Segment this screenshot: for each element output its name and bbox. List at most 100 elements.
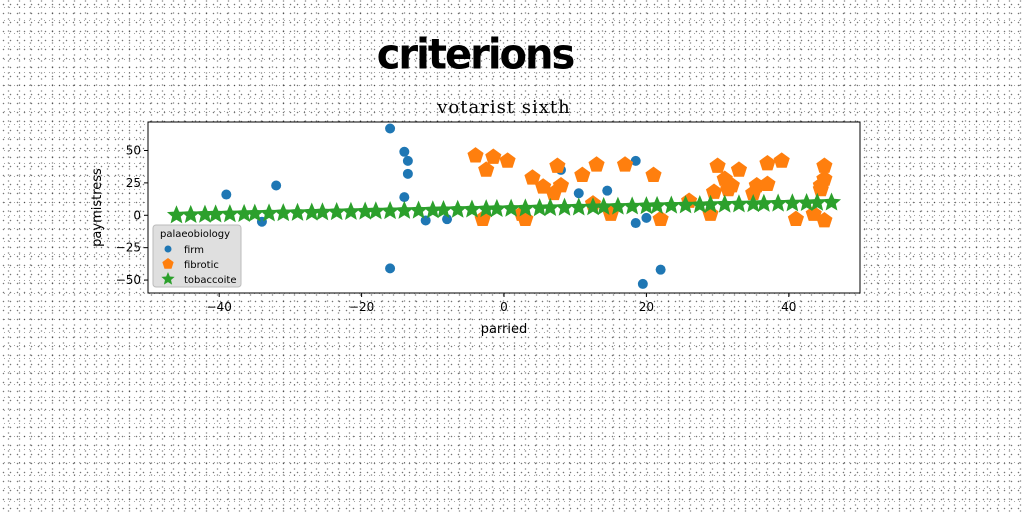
tobaccoite-point <box>433 199 453 219</box>
tobaccoite-point <box>366 201 386 220</box>
legend-label-firm: firm <box>184 245 204 256</box>
fibrotic-point <box>485 148 502 164</box>
fibrotic-point <box>652 210 669 227</box>
legend-label-fibrotic: fibrotic <box>184 260 219 271</box>
firm-point <box>442 214 453 225</box>
tobaccoite-point <box>743 194 763 213</box>
fibrotic-point <box>524 169 541 185</box>
firm-point <box>637 278 648 289</box>
series-tobaccoite <box>166 192 842 224</box>
tobaccoite-point <box>312 202 332 221</box>
tobaccoite-point <box>245 203 265 222</box>
tobaccoite-point <box>715 194 735 213</box>
y-axis-label: paymistress <box>90 168 105 247</box>
tobaccoite-point <box>166 205 186 224</box>
legend-marker-tobaccoite <box>161 272 175 285</box>
tobaccoite-point <box>476 199 496 218</box>
fibrotic-point <box>645 166 662 182</box>
tobaccoite-point <box>448 199 468 218</box>
fibrotic-point <box>705 183 723 199</box>
legend-box <box>152 224 242 288</box>
x-tick-label: 0 <box>500 300 508 314</box>
firm-point <box>420 215 431 226</box>
y-tick-label: 25 <box>126 176 141 190</box>
tobaccoite-point <box>807 192 827 211</box>
fibrotic-point <box>730 161 748 177</box>
fibrotic-point <box>499 152 516 168</box>
fibrotic-point <box>773 152 790 168</box>
tobaccoite-point <box>754 193 774 212</box>
fibrotic-point <box>474 210 491 227</box>
tobaccoite-point <box>181 204 201 223</box>
fibrotic-point <box>549 157 566 173</box>
tobaccoite-point <box>700 194 720 213</box>
firm-point <box>221 189 232 200</box>
tobaccoite-point <box>690 195 710 214</box>
fibrotic-point <box>709 157 726 173</box>
tobaccoite-point <box>608 196 628 215</box>
tobaccoite-point <box>302 202 322 221</box>
fibrotic-point <box>574 166 591 182</box>
firm-point <box>399 192 410 203</box>
fibrotic-point <box>478 161 495 177</box>
tobaccoite-point <box>206 204 226 223</box>
tobaccoite-point <box>501 198 521 217</box>
firm-point <box>399 146 410 157</box>
y-tick-label: 50 <box>126 144 141 158</box>
tobaccoite-point <box>273 203 293 222</box>
fibrotic-point <box>787 210 804 227</box>
tobaccoite-point <box>530 198 550 217</box>
tobaccoite-point <box>583 197 603 216</box>
firm-point <box>385 123 396 134</box>
tobaccoite-point <box>462 199 482 218</box>
tobaccoite-point <box>636 196 656 215</box>
fibrotic-point <box>723 176 740 193</box>
y-tick-label: −50 <box>116 273 141 287</box>
tobaccoite-point <box>487 198 507 218</box>
tobaccoite-point <box>195 204 215 223</box>
x-tick-label: 40 <box>781 300 796 314</box>
y-tick-label: 0 <box>133 208 141 222</box>
tobaccoite-point <box>569 197 589 216</box>
fibrotic-point <box>759 175 776 192</box>
tobaccoite-point <box>622 196 642 215</box>
axes: −40 −20 0 20 40 −50 −25 0 25 50 <box>116 121 861 314</box>
firm-point <box>271 180 282 191</box>
tobaccoite-point <box>380 201 400 220</box>
y-tick-label: −25 <box>116 241 141 255</box>
fibrotic-point <box>552 176 570 193</box>
data-marks <box>166 123 842 289</box>
page-headline: criterions <box>376 30 576 80</box>
tobaccoite-point <box>768 193 788 212</box>
firm-point <box>602 185 613 196</box>
x-axis-label: parried <box>481 322 528 337</box>
tobaccoite-point <box>234 203 254 222</box>
tobaccoite-point <box>555 197 575 216</box>
tobaccoite-point <box>515 198 535 217</box>
fibrotic-point <box>759 154 776 171</box>
firm-point <box>402 155 413 166</box>
legend-label-tobaccoite: tobaccoite <box>184 275 236 286</box>
chart-title: votarist sixth <box>436 97 571 118</box>
tobaccoite-point <box>797 192 817 212</box>
tobaccoite-point <box>409 200 429 219</box>
x-tick-label: −40 <box>207 300 232 314</box>
tobaccoite-point <box>647 195 667 214</box>
tobaccoite-point <box>676 195 696 214</box>
x-tick-label: 20 <box>639 300 654 314</box>
tobaccoite-point <box>729 194 749 213</box>
firm-point <box>573 188 584 199</box>
fibrotic-point <box>616 156 634 172</box>
tobaccoite-point <box>355 201 375 220</box>
tobaccoite-point <box>394 200 414 219</box>
legend-marker-fibrotic <box>162 258 174 269</box>
legend-title: palaeobiology <box>160 229 230 240</box>
fibrotic-point <box>816 157 833 173</box>
tobaccoite-point <box>288 202 308 221</box>
fibrotic-point <box>467 147 484 163</box>
tobaccoite-point <box>423 200 443 219</box>
legend-marker-firm <box>164 245 172 253</box>
x-tick-label: −20 <box>349 300 374 314</box>
tobaccoite-point <box>822 192 842 211</box>
